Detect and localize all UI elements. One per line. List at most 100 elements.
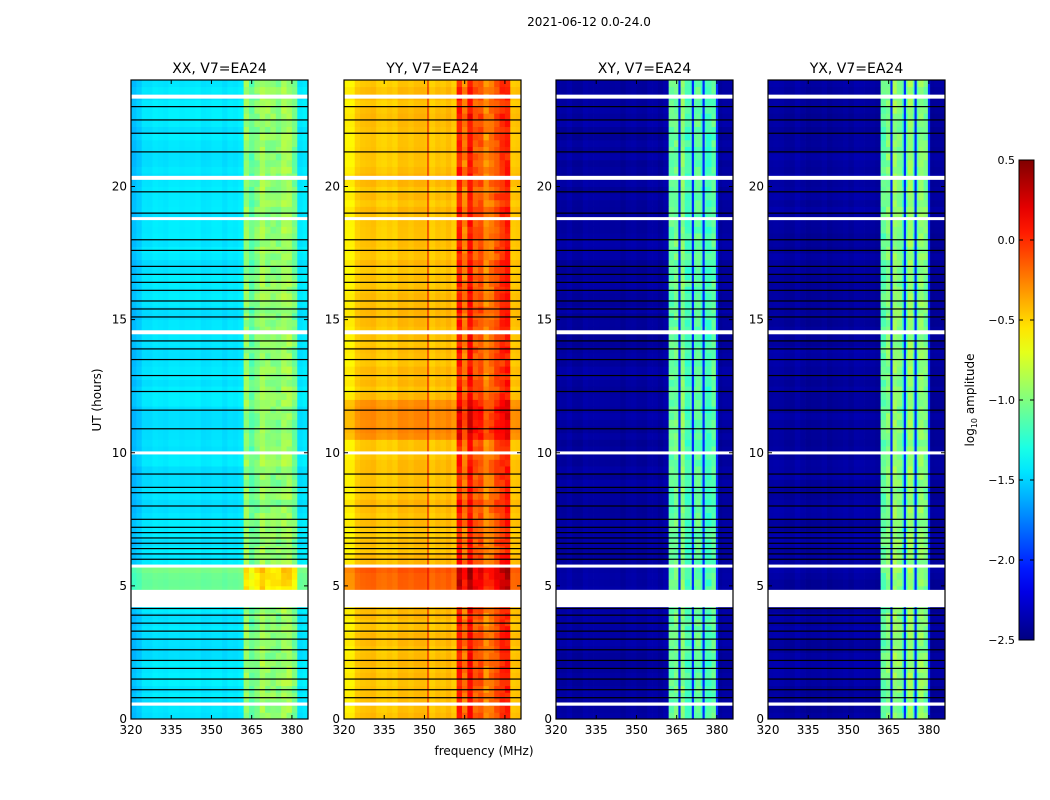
heatmap-cell (232, 659, 239, 667)
heatmap-cell (286, 279, 293, 287)
heatmap-cell (147, 159, 153, 167)
heatmap-cell (472, 466, 479, 474)
heatmap-cell (243, 432, 250, 440)
heatmap-cell (286, 672, 293, 680)
heatmap-cell (190, 426, 196, 434)
heatmap-cell (206, 459, 212, 467)
heatmap-cell (259, 559, 266, 567)
heatmap-cell (286, 293, 293, 301)
heatmap-cell (265, 186, 271, 194)
heatmap-cell (152, 372, 159, 380)
heatmap-cell (354, 692, 361, 700)
heatmap-cell (392, 525, 399, 534)
heatmap-cell (254, 332, 261, 340)
heatmap-cell (157, 605, 164, 613)
heatmap-cell (302, 419, 309, 427)
heatmap-cell (136, 279, 143, 287)
heatmap-cell (349, 492, 356, 500)
heatmap-cell (291, 226, 298, 234)
heatmap-cell (211, 499, 218, 507)
heatmap-cell (147, 559, 153, 567)
heatmap-cell (515, 372, 522, 380)
heatmap-cell (302, 146, 309, 154)
heatmap-cell (291, 652, 298, 660)
heatmap-cell (259, 499, 266, 507)
heatmap-cell (397, 399, 404, 407)
heatmap-cell (211, 239, 218, 247)
heatmap-cell (286, 352, 293, 360)
heatmap-cell (354, 412, 361, 420)
heatmap-cell (472, 419, 479, 427)
heatmap-cell (216, 632, 223, 640)
heatmap-cell (238, 326, 245, 334)
heatmap-cell (163, 446, 169, 454)
heatmap-cell (286, 159, 293, 167)
heatmap-cell (131, 392, 137, 400)
heatmap-cell (232, 126, 239, 134)
heatmap-cell (259, 672, 266, 680)
heatmap-cell (211, 432, 218, 440)
heatmap-cell (499, 579, 506, 587)
heatmap-cell (472, 572, 479, 580)
heatmap-cell (478, 525, 484, 534)
heatmap-cell (238, 585, 245, 593)
heatmap-cell (200, 379, 207, 387)
heatmap-cell (403, 472, 409, 480)
heatmap-cell (190, 113, 196, 121)
heatmap-cell (259, 213, 266, 221)
heatmap-cell (173, 139, 180, 147)
heatmap-cell (488, 506, 495, 514)
heatmap-cell (216, 366, 223, 374)
heatmap-cell (275, 579, 282, 587)
heatmap-cell (131, 519, 137, 527)
heatmap-cell (200, 259, 207, 267)
heatmap-cell (467, 479, 474, 487)
heatmap-cell (302, 339, 309, 347)
heatmap-cell (275, 259, 282, 267)
heatmap-cell (259, 679, 266, 687)
flagged-interval (131, 175, 308, 180)
heatmap-cell (222, 146, 228, 154)
heatmap-cell (275, 419, 282, 427)
heatmap-cell (386, 459, 393, 467)
heatmap-cell (386, 579, 393, 587)
heatmap-cell (249, 339, 255, 347)
heatmap-cell (254, 399, 261, 407)
heatmap-cell (483, 472, 490, 480)
heatmap-cell (227, 679, 234, 687)
heatmap-cell (227, 452, 234, 460)
heatmap-cell (211, 472, 218, 480)
heatmap-cell (370, 386, 377, 394)
heatmap-cell (243, 412, 250, 420)
heatmap-cell (179, 293, 186, 301)
heatmap-cell (429, 679, 436, 687)
heatmap-cell (163, 545, 169, 553)
heatmap-cell (297, 679, 304, 687)
heatmap-cell (499, 372, 506, 380)
heatmap-cell (238, 519, 245, 527)
heatmap-cell (222, 106, 228, 114)
heatmap-cell (349, 452, 356, 460)
heatmap-cell (286, 106, 293, 114)
heatmap-cell (254, 179, 261, 187)
heatmap-cell (227, 199, 234, 207)
heatmap-cell (291, 559, 298, 567)
heatmap-cell (243, 80, 250, 88)
heatmap-cell (254, 519, 261, 527)
heatmap-cell (243, 106, 250, 114)
heatmap-cell (381, 632, 388, 640)
heatmap-cell (270, 572, 277, 580)
heatmap-cell (254, 632, 261, 640)
heatmap-cell (259, 459, 266, 467)
heatmap-cell (297, 466, 304, 474)
heatmap-cell (281, 452, 287, 460)
heatmap-cell (227, 512, 234, 520)
heatmap-cell (419, 659, 425, 667)
heatmap-cell (440, 512, 447, 520)
heatmap-cell (429, 426, 436, 434)
heatmap-cell (200, 332, 207, 340)
heatmap-cell (136, 545, 143, 553)
heatmap-cell (249, 652, 255, 660)
heatmap-cell (131, 239, 137, 247)
heatmap-cell (435, 672, 441, 680)
